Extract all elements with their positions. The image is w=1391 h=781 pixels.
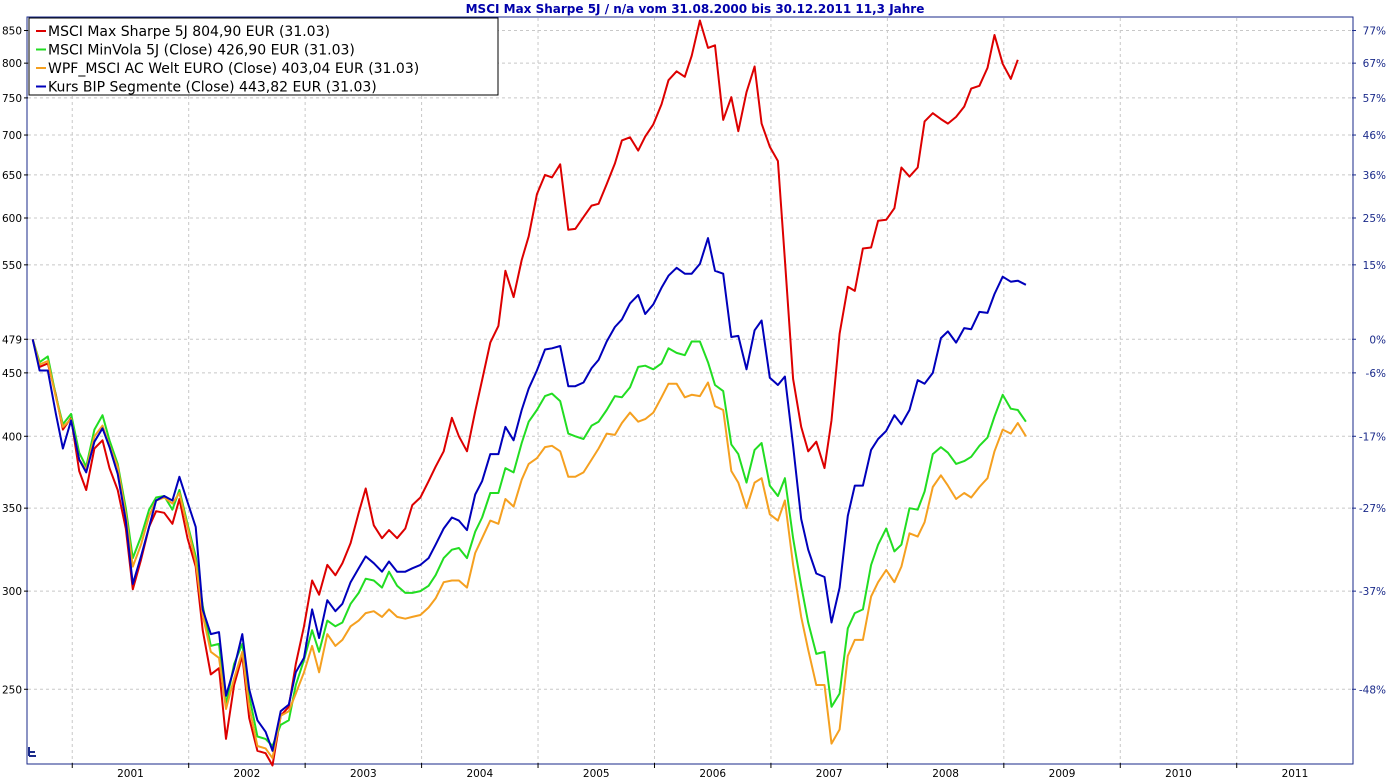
- plot-frame: [26, 16, 1354, 765]
- y-tick-label-right: -37%: [1359, 586, 1386, 598]
- y-tick-label-right: 46%: [1363, 130, 1386, 142]
- x-tick-label: 2004: [466, 768, 493, 780]
- x-tick-label: 2003: [350, 768, 377, 780]
- y-tick-label-left: 550: [2, 260, 22, 272]
- y-tick-label-left: 250: [2, 684, 22, 696]
- x-tick-label: 2008: [932, 768, 959, 780]
- y-tick-label-right: 36%: [1363, 170, 1386, 182]
- grid: [28, 18, 1352, 763]
- x-tick-label: 2010: [1165, 768, 1192, 780]
- y-tick-label-right: 0%: [1369, 334, 1386, 346]
- series-line: [31, 237, 1027, 752]
- corner-marker: [28, 747, 36, 757]
- y-tick-label-right: 77%: [1363, 26, 1386, 38]
- legend-box: [28, 17, 499, 96]
- y-tick-label-right: -27%: [1359, 503, 1386, 515]
- x-tick-label: 2011: [1282, 768, 1309, 780]
- x-axis: 2001 2002 2003 2004 2005 2006 2007 2008 2009 2010…: [71, 763, 1309, 780]
- y-tick-label-right: -6%: [1366, 368, 1386, 380]
- legend-label: MSCI Max Sharpe 5J 804,90 EUR (31.03): [48, 24, 330, 40]
- y-tick-label-left: 750: [2, 93, 22, 105]
- x-tick-label: 2006: [699, 768, 726, 780]
- legend-label: WPF_MSCI AC Welt EURO (Close) 403,04 EUR…: [48, 61, 419, 77]
- y-tick-label-left: 300: [2, 586, 22, 598]
- chart-title: MSCI Max Sharpe 5J / n/a vom 31.08.2000 …: [466, 2, 925, 16]
- x-tick-label: 2007: [816, 768, 843, 780]
- y-tick-label-left: 350: [2, 503, 22, 515]
- y-tick-label-left: 600: [2, 213, 22, 225]
- legend-label: Kurs BIP Segmente (Close) 443,82 EUR (31…: [48, 80, 377, 96]
- y-tick-label-right: 25%: [1363, 213, 1386, 225]
- y-tick-label-right: 67%: [1363, 58, 1386, 70]
- y-tick-label-left: 800: [2, 58, 22, 70]
- y-tick-label-right: 15%: [1363, 260, 1386, 272]
- legend: MSCI Max Sharpe 5J 804,90 EUR (31.03) MSC…: [28, 17, 499, 96]
- y-tick-label-left: 450: [2, 368, 22, 380]
- left-axis: 850 800 750 700 650 600 550 479 450 400 350 300 250: [2, 26, 28, 696]
- x-tick-label: 2001: [117, 768, 144, 780]
- legend-label: MSCI MinVola 5J (Close) 426,90 EUR (31.0…: [48, 43, 355, 59]
- y-tick-label-left: 400: [2, 431, 22, 443]
- x-tick-label: 2009: [1049, 768, 1076, 780]
- y-tick-label-right: -17%: [1359, 431, 1386, 443]
- x-tick-label: 2002: [234, 768, 261, 780]
- y-tick-label-left: 850: [2, 26, 22, 38]
- y-tick-label-right: -48%: [1359, 684, 1386, 696]
- y-tick-label-right: 57%: [1363, 93, 1386, 105]
- y-tick-label-left: 700: [2, 130, 22, 142]
- y-tick-label-left: 479: [2, 334, 22, 346]
- x-tick-label: 2005: [583, 768, 610, 780]
- series-line: [31, 339, 1027, 760]
- right-axis: 77% 67% 57% 46% 36% 25% 15% 0% -6% -17% -27% -37% -4…: [1352, 26, 1386, 696]
- y-tick-label-left: 650: [2, 170, 22, 182]
- series-layer: [31, 19, 1027, 767]
